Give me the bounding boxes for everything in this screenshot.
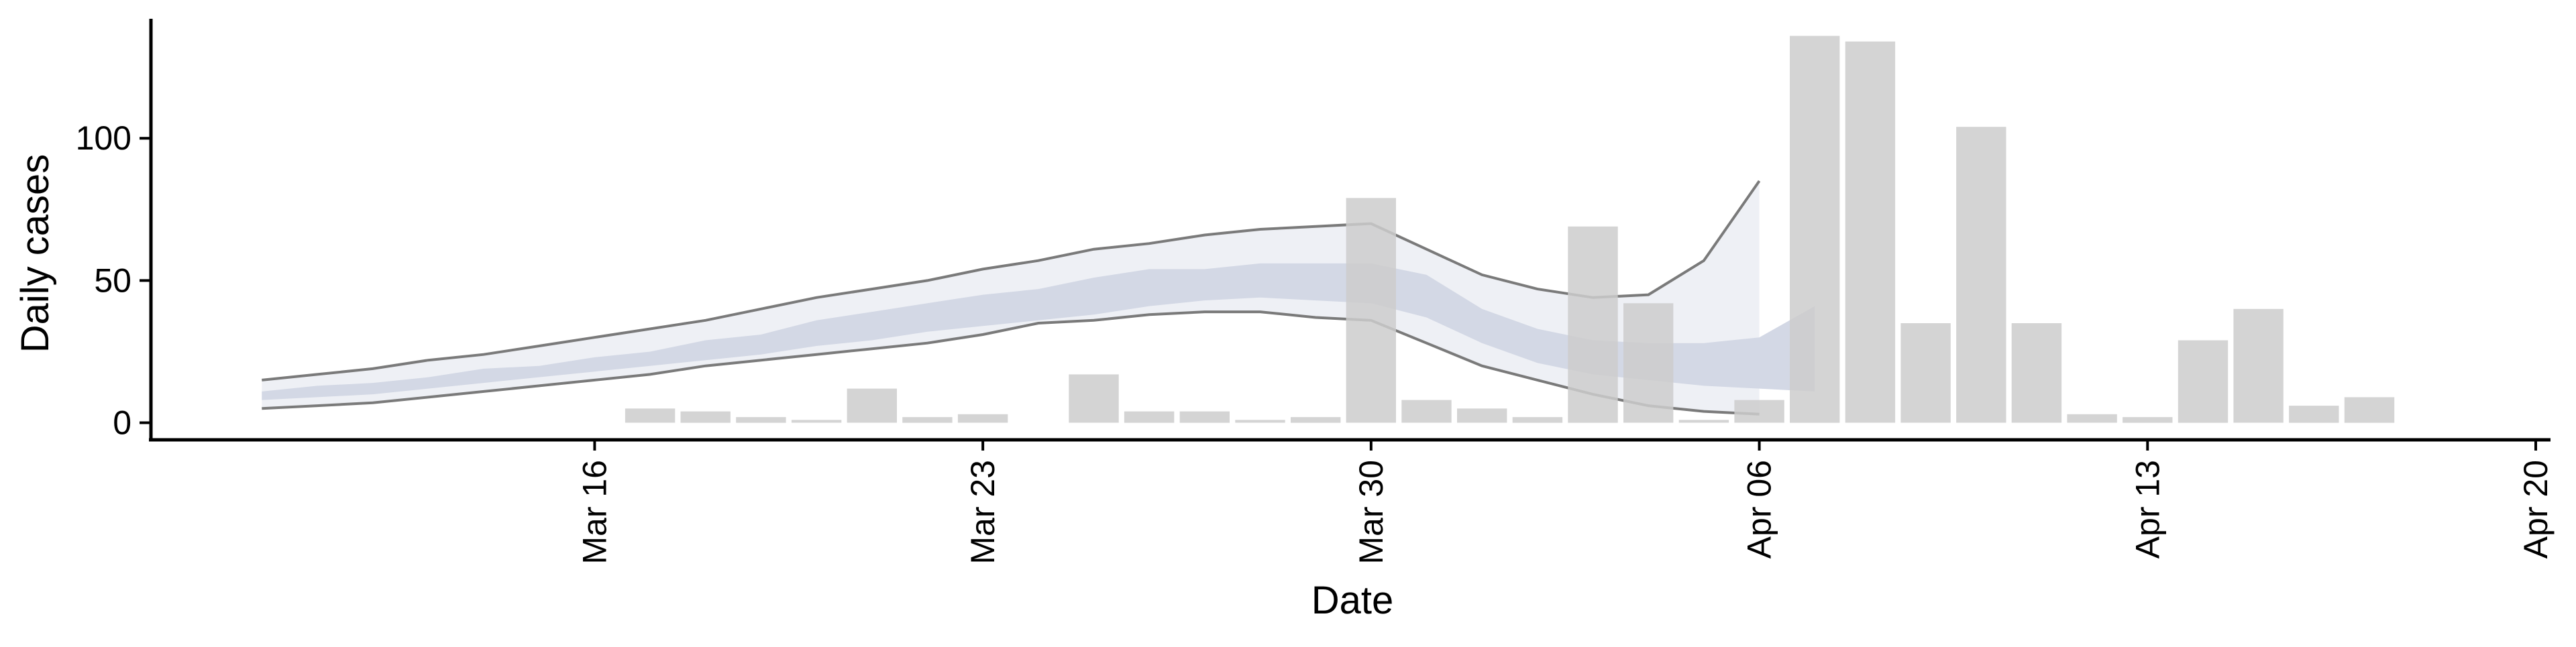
bar (1401, 400, 1452, 423)
bar (847, 388, 897, 423)
x-tick-label: Mar 16 (576, 460, 613, 565)
bar (1457, 408, 1507, 423)
bar (1291, 417, 1341, 423)
bar (1179, 411, 1230, 423)
bar (1900, 323, 1951, 423)
x-tick-label: Mar 30 (1352, 460, 1390, 565)
bar (1235, 420, 1285, 423)
bar (625, 408, 676, 423)
bar (2123, 417, 2173, 423)
x-tick-label: Apr 20 (2517, 460, 2555, 558)
bar (1512, 417, 1563, 423)
bar (1734, 400, 1784, 423)
y-tick-label: 100 (76, 119, 131, 157)
x-tick-label: Mar 23 (964, 460, 1002, 565)
bar (680, 411, 731, 423)
bar (2233, 308, 2284, 423)
y-axis-title: Daily cases (13, 154, 57, 353)
bar (1790, 36, 1840, 423)
x-axis-ticks: Mar 16 Mar 23 Mar 30 Apr 06 Apr 13 Apr 20 (576, 440, 2555, 565)
bar (1678, 420, 1729, 423)
bar (1623, 303, 1674, 423)
bar (1346, 198, 1396, 423)
outer-lower-line (262, 310, 1760, 416)
bar (1568, 226, 1618, 423)
bar (1124, 411, 1175, 423)
bar (2178, 340, 2229, 423)
x-tick-label: Apr 06 (1741, 460, 1778, 558)
bar (957, 414, 1008, 423)
bar (902, 417, 953, 423)
bar (2344, 397, 2395, 423)
y-tick-label: 50 (94, 261, 131, 299)
bar (2067, 414, 2117, 423)
y-axis-ticks: 0 50 100 (76, 119, 151, 442)
y-tick-label: 0 (113, 404, 131, 442)
bar (791, 420, 842, 423)
inner-band (262, 263, 1815, 400)
bar (736, 417, 786, 423)
bar (2289, 406, 2339, 423)
bar (2011, 323, 2062, 423)
bar (1956, 127, 2006, 423)
x-axis-title: Date (1311, 579, 1394, 622)
bars (625, 36, 2395, 423)
bar (1845, 41, 1896, 423)
bar (1069, 374, 1119, 423)
x-tick-label: Apr 13 (2129, 460, 2166, 558)
outer-upper-line (262, 180, 1761, 381)
